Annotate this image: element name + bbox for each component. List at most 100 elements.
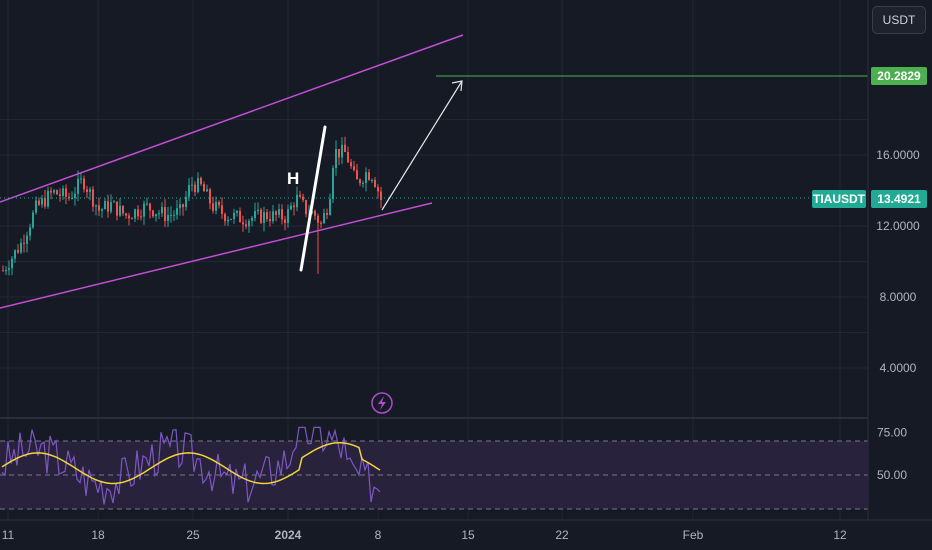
candle-body bbox=[176, 208, 178, 215]
candle-body bbox=[116, 201, 118, 216]
candle-body bbox=[248, 220, 250, 227]
channel-upper-line[interactable] bbox=[0, 34, 464, 203]
lightning-icon[interactable] bbox=[371, 392, 393, 414]
price-tick-label: 12.0000 bbox=[876, 219, 920, 233]
candle-body bbox=[218, 202, 220, 206]
candle-body bbox=[83, 178, 85, 190]
rsi-tick-label: 75.00 bbox=[877, 426, 907, 440]
price-tick-label: 16.0000 bbox=[876, 148, 920, 162]
candle-body bbox=[266, 212, 268, 220]
candle-body bbox=[140, 216, 142, 218]
candle-body bbox=[80, 178, 82, 180]
candle-body bbox=[200, 178, 202, 185]
candle-body bbox=[320, 222, 322, 224]
time-tick-label: Feb bbox=[683, 528, 704, 542]
price-tick-label: 4.0000 bbox=[880, 361, 917, 375]
projection-arrow[interactable] bbox=[381, 80, 463, 211]
rsi-ma-line bbox=[1, 441, 381, 485]
candle-body bbox=[353, 166, 355, 171]
time-tick-label: 22 bbox=[555, 528, 569, 542]
candle-body bbox=[329, 199, 331, 215]
time-scale-ticks: 11 18 25 2024 8 15 22 Feb 12 bbox=[2, 528, 847, 542]
time-scale[interactable] bbox=[0, 520, 932, 550]
candle-body bbox=[32, 212, 34, 228]
channel-lower-line[interactable] bbox=[0, 202, 433, 309]
time-tick-label: 18 bbox=[91, 528, 105, 542]
rsi-line bbox=[1, 426, 381, 505]
currency-button[interactable]: USDT bbox=[872, 6, 926, 34]
arrow-head bbox=[451, 80, 463, 92]
candle-body bbox=[155, 214, 157, 217]
symbol-tag bbox=[812, 190, 866, 208]
candle-body bbox=[89, 189, 91, 192]
candle-body bbox=[299, 194, 301, 197]
candle-body bbox=[260, 209, 262, 223]
candle-body bbox=[275, 211, 277, 215]
candle-body bbox=[278, 209, 280, 215]
candle-body bbox=[251, 217, 253, 221]
time-tick-label: 2024 bbox=[275, 528, 302, 542]
candle-body bbox=[53, 190, 55, 193]
candle-body bbox=[98, 205, 100, 211]
candle-body bbox=[71, 198, 73, 200]
price-scale[interactable] bbox=[868, 0, 932, 520]
candle-body bbox=[8, 268, 10, 271]
candle-body bbox=[137, 209, 139, 217]
candle-body bbox=[110, 202, 112, 212]
time-tick-label: 12 bbox=[833, 528, 847, 542]
candle-body bbox=[2, 270, 4, 272]
candle-body bbox=[11, 258, 13, 269]
candle-body bbox=[5, 270, 7, 272]
candle-body bbox=[185, 196, 187, 208]
candle-body bbox=[245, 224, 247, 227]
candle-body bbox=[113, 201, 115, 203]
candle-body bbox=[17, 250, 19, 253]
candle-body bbox=[20, 242, 22, 253]
candle-body bbox=[146, 203, 148, 205]
candle-body bbox=[188, 185, 190, 197]
candle-body bbox=[242, 222, 244, 225]
candle-body bbox=[203, 184, 205, 192]
candle-body bbox=[170, 214, 172, 216]
candle-body bbox=[323, 213, 325, 224]
candle-body bbox=[41, 198, 43, 205]
candle-body bbox=[95, 205, 97, 207]
candle-body bbox=[77, 178, 79, 194]
candle-body bbox=[149, 203, 151, 211]
candle-body bbox=[371, 179, 373, 181]
price-scale-ticks: 16.0000 12.0000 8.0000 4.0000 75.00 50.00 bbox=[876, 148, 920, 482]
candle-body bbox=[224, 213, 226, 222]
candle-body bbox=[230, 218, 232, 220]
symbol-tag-text: TIAUSDT bbox=[813, 192, 866, 206]
candle-body bbox=[356, 170, 358, 180]
candle-body bbox=[293, 205, 295, 208]
time-tick-label: 15 bbox=[461, 528, 475, 542]
candle-body bbox=[107, 201, 109, 212]
candle-body bbox=[38, 200, 40, 205]
candle-body bbox=[374, 179, 376, 187]
candle-body bbox=[332, 167, 334, 200]
candle-body bbox=[272, 211, 274, 222]
candle-body bbox=[227, 219, 229, 222]
breakout-line[interactable] bbox=[299, 125, 327, 272]
last-price-tag bbox=[871, 190, 927, 208]
target-price-tag bbox=[871, 67, 927, 85]
candle-body bbox=[281, 209, 283, 220]
candle-body bbox=[263, 212, 265, 223]
candle-body bbox=[347, 151, 349, 163]
candle-body bbox=[59, 194, 61, 197]
candle-body bbox=[359, 179, 361, 184]
candle-body bbox=[191, 184, 193, 186]
candle-body bbox=[338, 149, 340, 158]
candle-body bbox=[326, 213, 328, 215]
candle-body bbox=[344, 144, 346, 152]
candle-body bbox=[362, 183, 364, 185]
time-tick-label: 11 bbox=[2, 528, 15, 542]
candle-body bbox=[254, 211, 256, 218]
pattern-label: H bbox=[287, 169, 299, 188]
candle-body bbox=[23, 242, 25, 244]
candle-body bbox=[173, 214, 175, 216]
candle-body bbox=[104, 201, 106, 210]
grid-lines bbox=[0, 0, 868, 520]
